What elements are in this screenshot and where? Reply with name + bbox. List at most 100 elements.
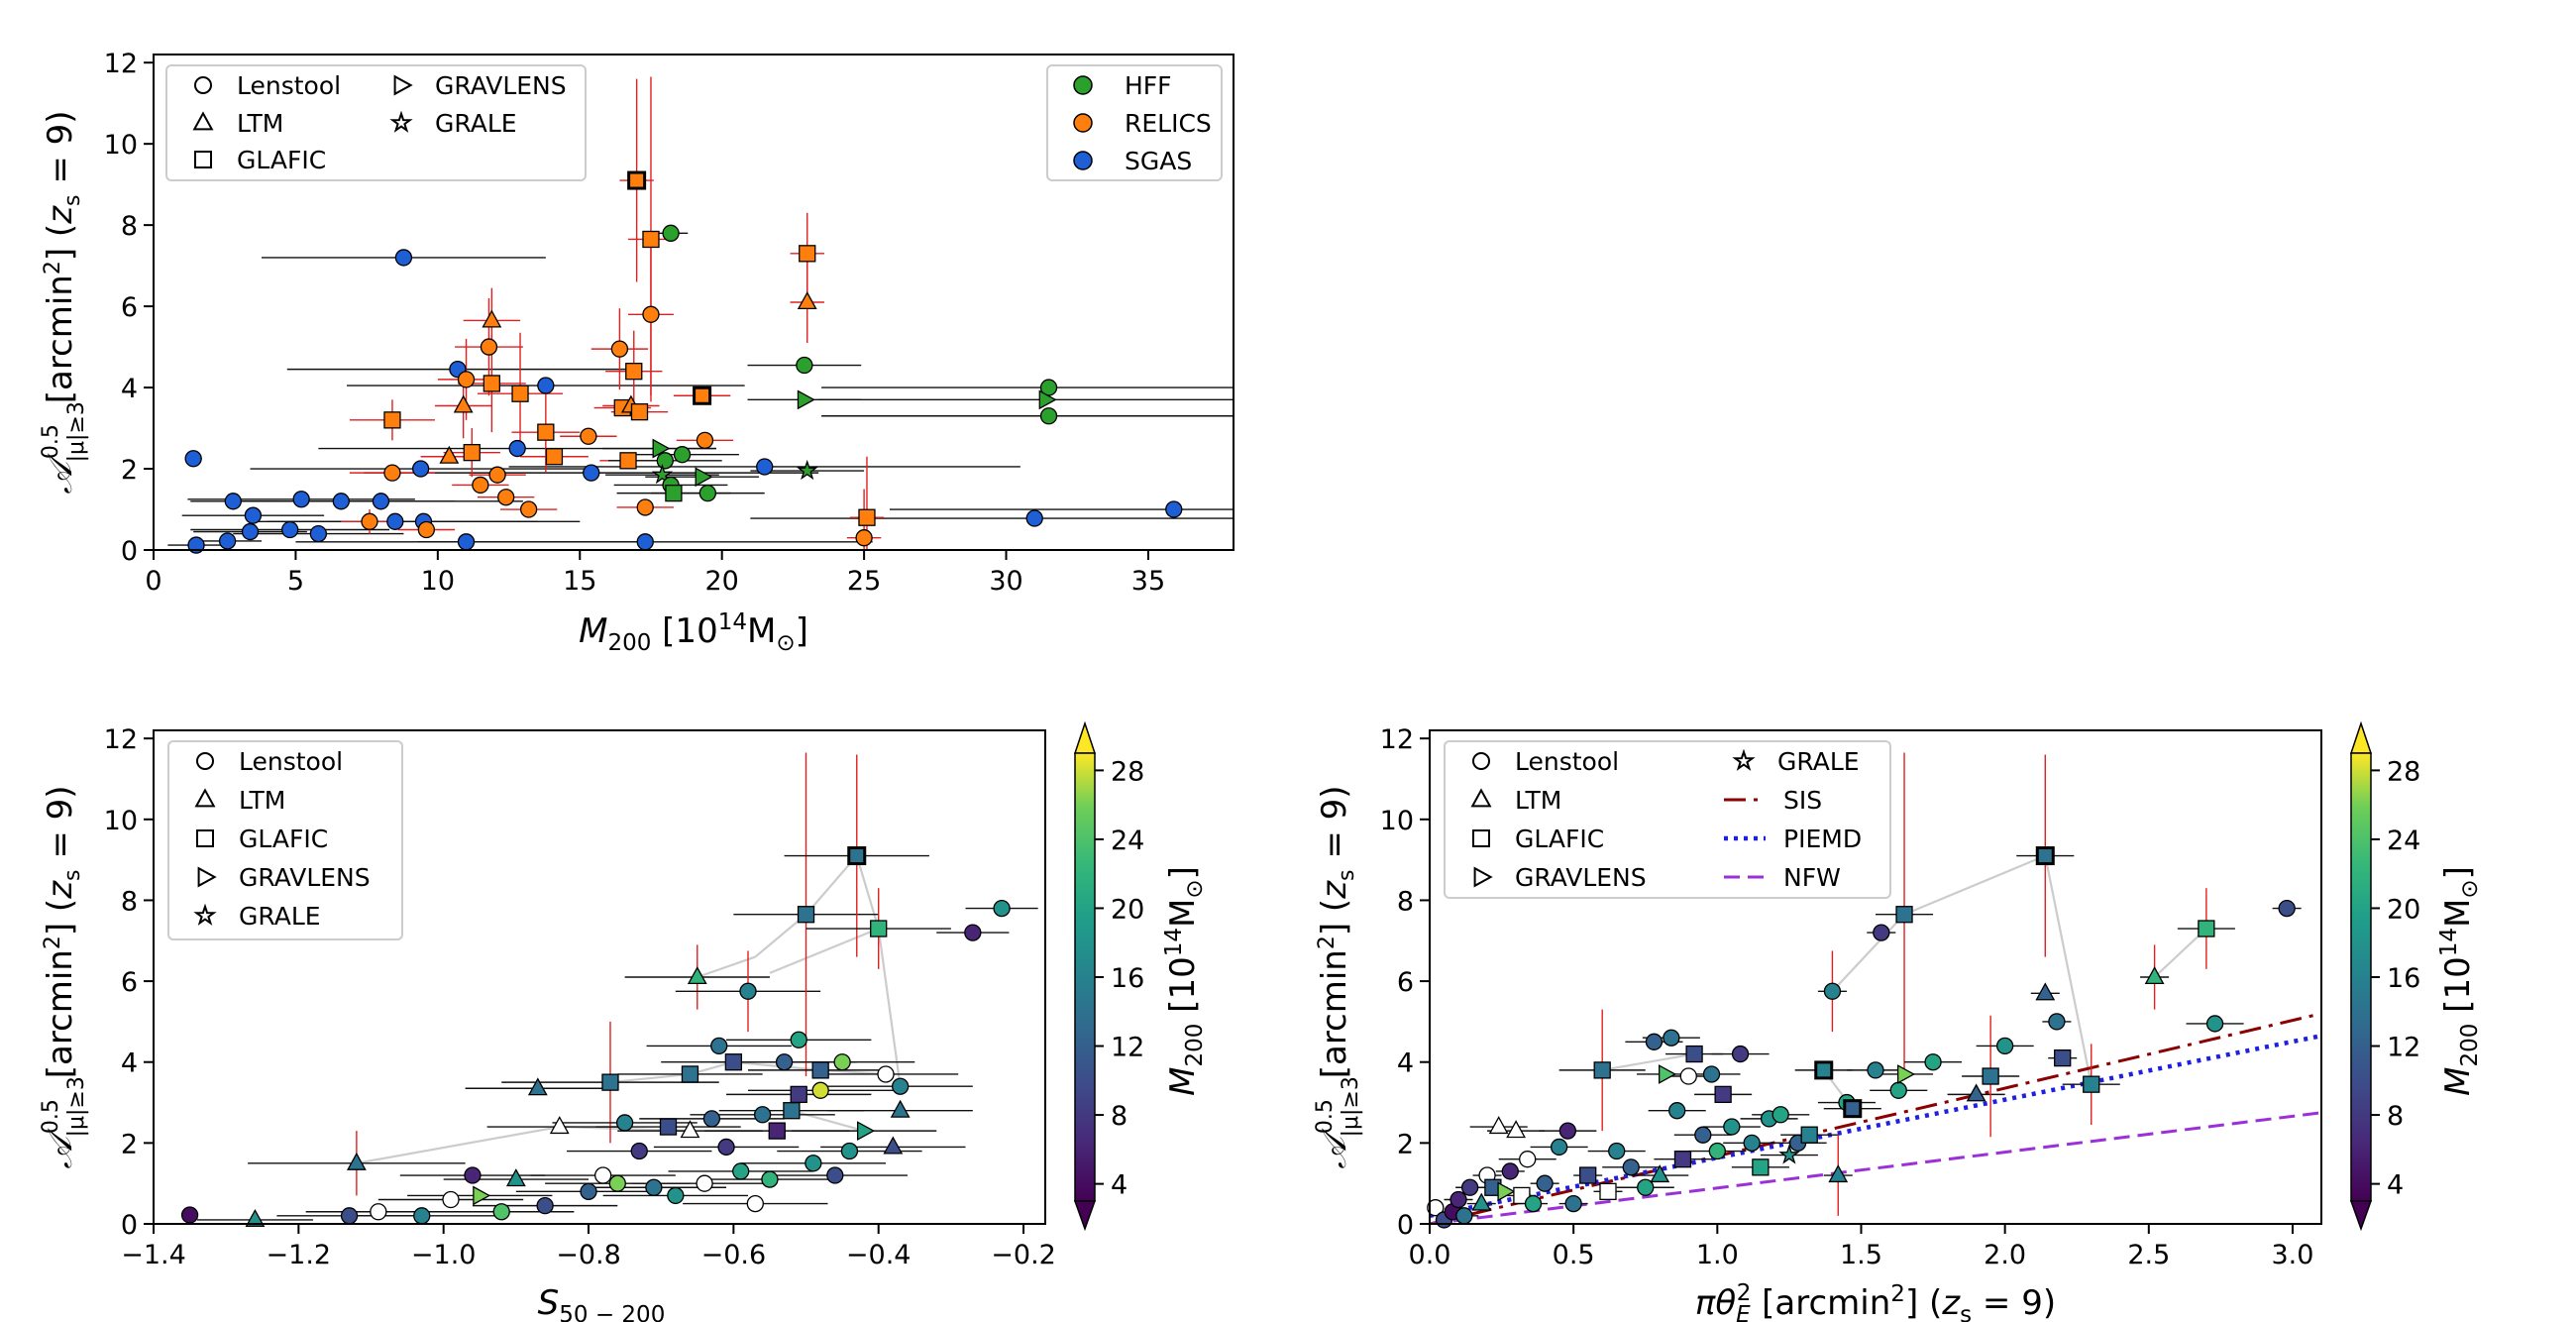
legend-label-ltm: LTM — [237, 109, 283, 138]
data-point — [797, 291, 817, 310]
connector-line — [2044, 855, 2093, 1085]
data-point — [2205, 1015, 2224, 1033]
data-point — [1966, 1083, 1986, 1102]
top-y-axis-label: 𝒜|μ|≥30.5 [arcmin2] (zs = 9) — [39, 110, 89, 494]
y-tick-label: 0 — [121, 1210, 138, 1241]
data-point — [1867, 1061, 1884, 1079]
data-point — [797, 389, 815, 410]
data-point — [1814, 1060, 1834, 1080]
data-point — [636, 498, 654, 516]
data-point — [463, 443, 481, 462]
data-point — [799, 245, 816, 263]
data-point — [636, 533, 654, 551]
legend-marker-grale — [389, 110, 413, 133]
y-tick-label: 0 — [121, 536, 138, 567]
br-colorbar-label: M200 [1014M⊙] — [2436, 866, 2483, 1096]
br-y-axis-label: 𝒜|μ|≥30.5 [arcmin2] (zs = 9) — [1313, 785, 1363, 1168]
data-point — [892, 1077, 910, 1095]
legend-marker-relics — [1073, 113, 1093, 133]
connector-line — [791, 1109, 865, 1133]
legend-label-hff: HFF — [1125, 71, 1172, 100]
connector-line — [356, 1125, 560, 1164]
x-tick-label: 0 — [145, 566, 161, 597]
data-point — [1039, 407, 1058, 425]
data-point — [805, 1155, 822, 1172]
data-point — [753, 1106, 772, 1124]
data-point — [790, 1031, 807, 1048]
data-point — [652, 438, 671, 459]
data-point — [457, 371, 476, 388]
x-tick-label: 35 — [1131, 566, 1165, 597]
data-point — [1488, 1116, 1509, 1135]
legend-label-relics: RELICS — [1125, 109, 1212, 138]
data-point — [2144, 966, 2165, 985]
br-x-axis-label: πθE2 [arcmin2] (zs = 9) — [1695, 1280, 2056, 1322]
x-tick-label: −0.6 — [701, 1240, 767, 1270]
data-point — [549, 1116, 570, 1135]
data-point — [1896, 1064, 1915, 1084]
data-point — [224, 493, 242, 510]
top-x-axis-label: M200 [1014M⊙] — [579, 609, 808, 656]
data-point — [580, 427, 597, 445]
connector-line — [1602, 1052, 1695, 1071]
y-tick-label: 6 — [121, 967, 138, 998]
colorbar-tick-label: 28 — [1111, 756, 1144, 787]
data-point — [1025, 509, 1043, 527]
data-point — [695, 467, 713, 488]
data-point — [717, 1138, 735, 1157]
legend-label-glafic: GLAFIC — [237, 146, 326, 174]
x-tick-label: 10 — [421, 566, 455, 597]
data-point — [184, 450, 202, 468]
data-point — [1513, 1186, 1531, 1205]
br-x-ticks: 0.0 0.5 1.0 1.5 2.0 2.5 3.0 — [1409, 1224, 2313, 1270]
y-tick-label: 8 — [121, 886, 138, 917]
data-point — [656, 452, 674, 470]
data-point — [673, 446, 692, 464]
top-sample-legend: HFF RELICS SGAS — [1046, 64, 1223, 181]
data-point — [610, 340, 629, 358]
colorbar-tick-label: 20 — [1111, 894, 1144, 925]
data-point — [775, 1053, 794, 1071]
data-point — [993, 899, 1011, 918]
legend-marker-lenstool — [196, 752, 214, 770]
data-point — [1455, 1207, 1473, 1225]
y-tick-label: 10 — [1380, 806, 1414, 836]
data-point — [411, 460, 430, 478]
data-point — [1663, 1029, 1680, 1047]
x-tick-label: 25 — [847, 566, 881, 597]
legend-label-gravlens: GRAVLENS — [239, 863, 371, 892]
data-point — [1895, 906, 1913, 924]
data-point — [1800, 1126, 1818, 1144]
data-point — [1460, 1178, 1479, 1196]
colorbar-tick-label: 16 — [2387, 963, 2420, 994]
connector-line — [1903, 854, 2046, 916]
connector-line — [855, 855, 880, 930]
data-point — [519, 500, 538, 518]
legend-label-sis: SIS — [1783, 786, 1822, 815]
data-point — [1659, 1064, 1677, 1084]
colorbar-tick-label: 16 — [1111, 963, 1144, 994]
br-y-ticks: 0 2 4 6 8 10 12 — [1380, 724, 1430, 1241]
legend-marker-lenstool — [194, 76, 212, 94]
legend-label-grale: GRALE — [1777, 747, 1860, 776]
data-point — [826, 1166, 844, 1184]
data-point — [1673, 1151, 1692, 1168]
data-point — [696, 431, 714, 449]
data-point — [1828, 1164, 1849, 1183]
data-point — [797, 459, 818, 481]
y-tick-label: 2 — [121, 1129, 138, 1159]
data-point — [464, 1166, 482, 1184]
x-tick-label: 15 — [563, 566, 596, 597]
data-point — [453, 394, 474, 413]
data-point — [1536, 1174, 1554, 1192]
y-tick-label: 10 — [104, 806, 138, 836]
data-point — [681, 1065, 699, 1083]
y-tick-label: 0 — [1397, 1210, 1414, 1241]
data-point — [545, 448, 564, 466]
data-point — [811, 1081, 829, 1099]
data-point — [1873, 924, 1890, 941]
data-point — [1743, 1134, 1761, 1153]
data-point — [218, 532, 237, 550]
y-tick-label: 12 — [104, 724, 138, 755]
